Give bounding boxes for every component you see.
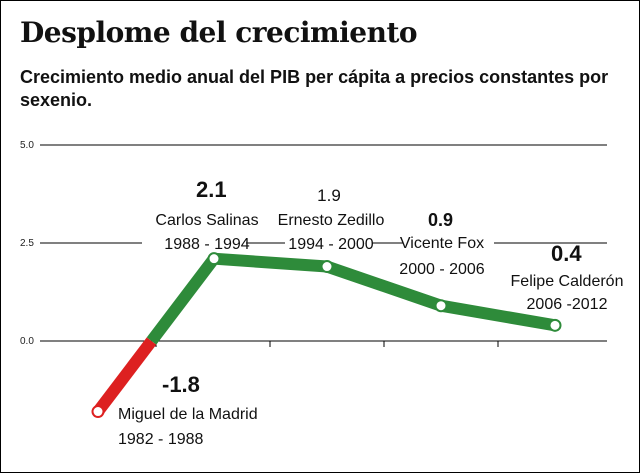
data-point (548, 318, 562, 332)
y-tick-label: 2.5 (20, 238, 34, 249)
point-period-label: 2000 - 2006 (399, 261, 485, 278)
data-point (91, 405, 105, 419)
point-name-label: Vicente Fox (400, 235, 484, 252)
data-point (434, 299, 448, 313)
y-tick-label: 0.0 (20, 336, 34, 347)
point-name-label: Ernesto Zedillo (278, 212, 385, 229)
point-period-label: 1994 - 2000 (288, 236, 374, 253)
point-name-label: Felipe Calderón (511, 273, 624, 290)
chart-title: Desplome del crecimiento (20, 16, 418, 49)
data-point (320, 260, 334, 274)
data-point (207, 252, 221, 266)
data-label: 1.9 (317, 186, 341, 205)
point-period-label: 1982 - 1988 (118, 431, 204, 448)
point-period-label: 2006 -2012 (527, 296, 608, 313)
series-line-positive (146, 252, 557, 345)
point-period-label: 1988 - 1994 (164, 236, 250, 253)
chart-subtitle: Crecimiento medio anual del PIB per cápi… (20, 67, 609, 110)
data-label: 0.4 (551, 241, 582, 266)
data-label: 2.1 (196, 177, 227, 202)
point-name-label: Miguel de la Madrid (118, 406, 258, 423)
y-tick-label: 5.0 (20, 140, 34, 151)
point-name-label: Carlos Salinas (155, 212, 258, 229)
data-label: -1.8 (162, 372, 200, 397)
data-label: 0.9 (428, 210, 453, 230)
series-line-negative (93, 337, 157, 416)
